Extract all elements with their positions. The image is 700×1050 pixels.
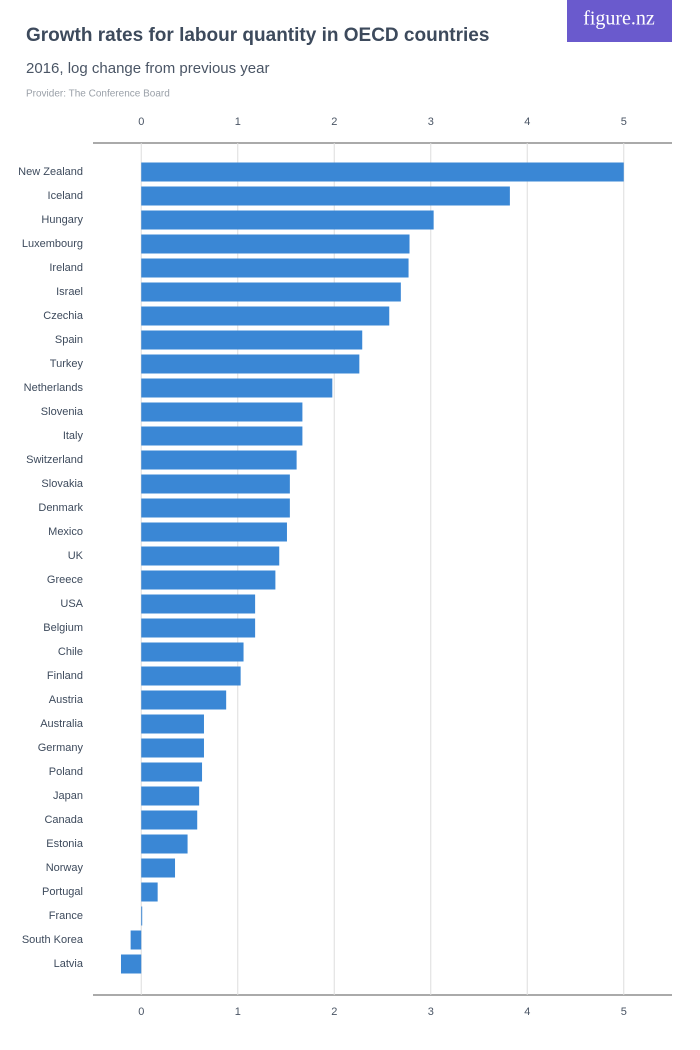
bar xyxy=(141,330,363,350)
bar xyxy=(141,282,401,302)
y-tick-label: Germany xyxy=(38,742,84,754)
x-tick-label: 1 xyxy=(235,1006,241,1018)
bar xyxy=(141,306,390,326)
chart-title: Growth rates for labour quantity in OECD… xyxy=(26,25,489,46)
x-tick-label: 4 xyxy=(524,116,530,128)
x-tick-label: 5 xyxy=(621,116,627,128)
y-tick-label: Austria xyxy=(49,694,84,706)
y-tick-label: Netherlands xyxy=(24,382,84,394)
y-tick-label: Greece xyxy=(47,574,83,586)
bar xyxy=(141,594,256,614)
y-tick-label: Norway xyxy=(46,862,84,874)
bar xyxy=(141,378,333,398)
bar xyxy=(141,786,200,806)
x-tick-label: 2 xyxy=(331,1006,337,1018)
bar xyxy=(141,858,176,878)
y-tick-label: Poland xyxy=(49,766,83,778)
bar xyxy=(141,642,244,662)
bar xyxy=(141,234,410,254)
y-tick-label: Japan xyxy=(53,790,83,802)
bar xyxy=(141,546,280,566)
y-tick-label: Belgium xyxy=(43,622,83,634)
bar xyxy=(141,522,287,542)
y-tick-label: Slovenia xyxy=(41,406,84,418)
bar xyxy=(141,618,256,638)
y-tick-label: Israel xyxy=(56,286,83,298)
chart-source: Provider: The Conference Board xyxy=(26,89,170,100)
chart-subtitle: 2016, log change from previous year xyxy=(26,60,269,77)
bar xyxy=(141,666,241,686)
bar xyxy=(141,498,290,518)
bar xyxy=(141,906,143,926)
bar xyxy=(141,258,409,278)
bar xyxy=(141,402,303,422)
y-tick-label: Latvia xyxy=(54,958,84,970)
y-tick-label: Turkey xyxy=(50,358,84,370)
bar xyxy=(141,210,434,230)
y-tick-label: Slovakia xyxy=(41,478,83,490)
x-tick-label: 3 xyxy=(428,1006,434,1018)
y-tick-label: Finland xyxy=(47,670,83,682)
y-tick-label: South Korea xyxy=(22,934,84,946)
x-tick-label: 0 xyxy=(138,116,144,128)
bar xyxy=(141,354,360,374)
x-tick-label: 3 xyxy=(428,116,434,128)
bar xyxy=(141,474,290,494)
bar xyxy=(141,762,203,782)
y-tick-label: Spain xyxy=(55,334,83,346)
y-tick-label: Chile xyxy=(58,646,83,658)
x-tick-label: 5 xyxy=(621,1006,627,1018)
y-tick-label: Iceland xyxy=(48,190,83,202)
bar xyxy=(141,570,276,590)
bar xyxy=(141,738,204,758)
bar xyxy=(141,186,510,206)
bar xyxy=(141,714,204,734)
logo-box xyxy=(567,0,672,42)
bar xyxy=(141,882,158,902)
bar xyxy=(141,450,297,470)
y-tick-label: Australia xyxy=(40,718,84,730)
y-tick-label: Estonia xyxy=(46,838,84,850)
y-tick-label: Switzerland xyxy=(26,454,83,466)
y-tick-label: Denmark xyxy=(38,502,83,514)
y-tick-label: UK xyxy=(68,550,84,562)
y-tick-label: USA xyxy=(60,598,83,610)
bar xyxy=(141,810,198,830)
y-tick-label: Ireland xyxy=(49,262,83,274)
y-tick-label: Portugal xyxy=(42,886,83,898)
x-tick-label: 1 xyxy=(235,116,241,128)
y-tick-label: Italy xyxy=(63,430,84,442)
y-tick-label: Canada xyxy=(44,814,83,826)
y-tick-label: New Zealand xyxy=(18,166,83,178)
bar xyxy=(141,162,624,182)
y-tick-label: Luxembourg xyxy=(22,238,83,250)
bar xyxy=(130,930,142,950)
x-tick-label: 0 xyxy=(138,1006,144,1018)
logo: figure.nz xyxy=(583,8,655,30)
bar xyxy=(141,426,303,446)
bar xyxy=(141,834,188,854)
x-tick-label: 4 xyxy=(524,1006,530,1018)
bar xyxy=(120,954,142,974)
y-tick-label: Mexico xyxy=(48,526,83,538)
y-tick-label: Hungary xyxy=(41,214,83,226)
x-tick-label: 2 xyxy=(331,116,337,128)
y-tick-label: France xyxy=(49,910,83,922)
bar xyxy=(141,690,227,710)
y-tick-label: Czechia xyxy=(43,310,84,322)
